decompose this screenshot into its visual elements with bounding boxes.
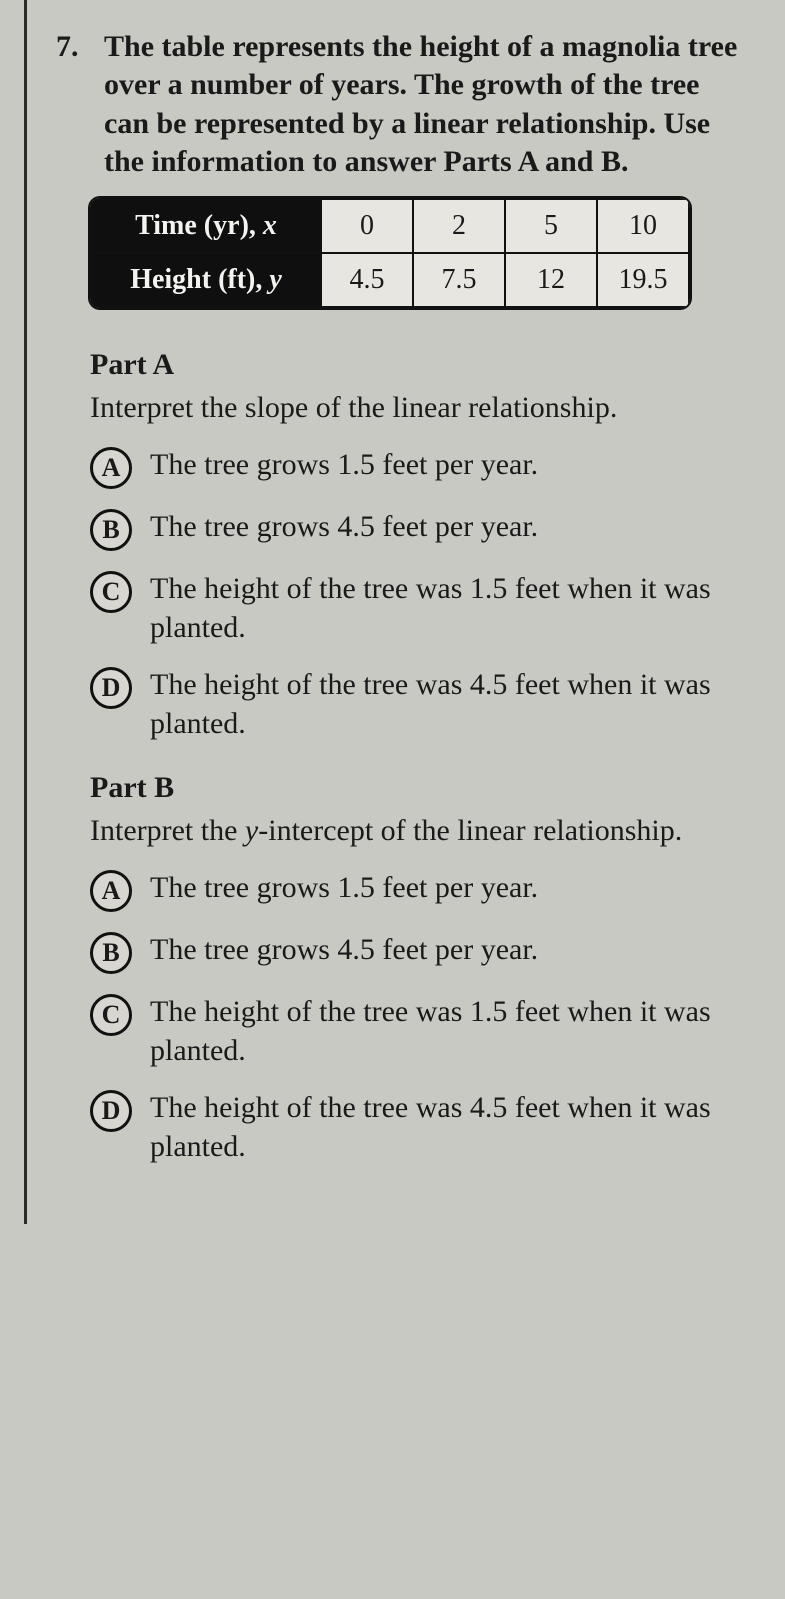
choice-text: The height of the tree was 4.5 feet when… [150, 1088, 749, 1166]
choice-bubble: C [90, 994, 132, 1036]
choice-bubble: B [90, 509, 132, 551]
choice-bubble: D [90, 1090, 132, 1132]
table-row: Height (ft), y 4.5 7.5 12 19.5 [91, 253, 689, 307]
choice-b[interactable]: B The tree grows 4.5 feet per year. [90, 930, 749, 974]
part-b-choices: A The tree grows 1.5 feet per year. B Th… [90, 868, 749, 1166]
row-header-time: Time (yr), x [91, 199, 321, 253]
choice-text: The height of the tree was 1.5 feet when… [150, 992, 749, 1070]
part-b-label: Part B [90, 771, 749, 805]
choice-bubble: A [90, 870, 132, 912]
table-cell: 10 [597, 199, 689, 253]
choice-b[interactable]: B The tree grows 4.5 feet per year. [90, 507, 749, 551]
prompt-var: y [245, 814, 258, 847]
table-cell: 0 [321, 199, 413, 253]
choice-a[interactable]: A The tree grows 1.5 feet per year. [90, 868, 749, 912]
choice-bubble: D [90, 667, 132, 709]
row-header-height: Height (ft), y [91, 253, 321, 307]
choice-c[interactable]: C The height of the tree was 1.5 feet wh… [90, 569, 749, 647]
choice-bubble: A [90, 447, 132, 489]
row-header-var: y [269, 264, 281, 295]
choice-bubble: C [90, 571, 132, 613]
choice-text: The tree grows 1.5 feet per year. [150, 445, 749, 484]
choice-a[interactable]: A The tree grows 1.5 feet per year. [90, 445, 749, 489]
choice-text: The height of the tree was 4.5 feet when… [150, 665, 749, 743]
left-margin-rule [24, 0, 27, 1224]
table-cell: 12 [505, 253, 597, 307]
row-header-var: x [263, 210, 277, 241]
choice-text: The tree grows 4.5 feet per year. [150, 507, 749, 546]
part-a-prompt: Interpret the slope of the linear relati… [90, 388, 749, 427]
table-row: Time (yr), x 0 2 5 10 [91, 199, 689, 253]
prompt-post: -intercept of the linear relationship. [258, 814, 682, 847]
prompt-pre: Interpret the [90, 814, 245, 847]
table-cell: 19.5 [597, 253, 689, 307]
row-header-label: Time (yr), [135, 210, 263, 241]
row-header-label: Height (ft), [130, 264, 269, 295]
question-text: The table represents the height of a mag… [104, 28, 749, 182]
data-table: Time (yr), x 0 2 5 10 Height (ft), y 4.5… [90, 198, 690, 308]
question-header: 7. The table represents the height of a … [56, 28, 749, 182]
choice-bubble: B [90, 932, 132, 974]
worksheet-page: 7. The table represents the height of a … [0, 0, 785, 1224]
part-b-prompt: Interpret the y-intercept of the linear … [90, 811, 749, 850]
choice-d[interactable]: D The height of the tree was 4.5 feet wh… [90, 1088, 749, 1166]
table-cell: 7.5 [413, 253, 505, 307]
table-cell: 5 [505, 199, 597, 253]
table-cell: 2 [413, 199, 505, 253]
part-a-label: Part A [90, 348, 749, 382]
choice-text: The tree grows 4.5 feet per year. [150, 930, 749, 969]
choice-c[interactable]: C The height of the tree was 1.5 feet wh… [90, 992, 749, 1070]
choice-d[interactable]: D The height of the tree was 4.5 feet wh… [90, 665, 749, 743]
question-number: 7. [56, 28, 92, 182]
choice-text: The tree grows 1.5 feet per year. [150, 868, 749, 907]
part-a-choices: A The tree grows 1.5 feet per year. B Th… [90, 445, 749, 743]
choice-text: The height of the tree was 1.5 feet when… [150, 569, 749, 647]
table-cell: 4.5 [321, 253, 413, 307]
